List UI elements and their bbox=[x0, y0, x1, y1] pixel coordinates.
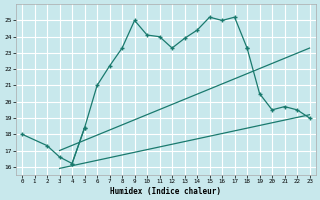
X-axis label: Humidex (Indice chaleur): Humidex (Indice chaleur) bbox=[110, 187, 221, 196]
